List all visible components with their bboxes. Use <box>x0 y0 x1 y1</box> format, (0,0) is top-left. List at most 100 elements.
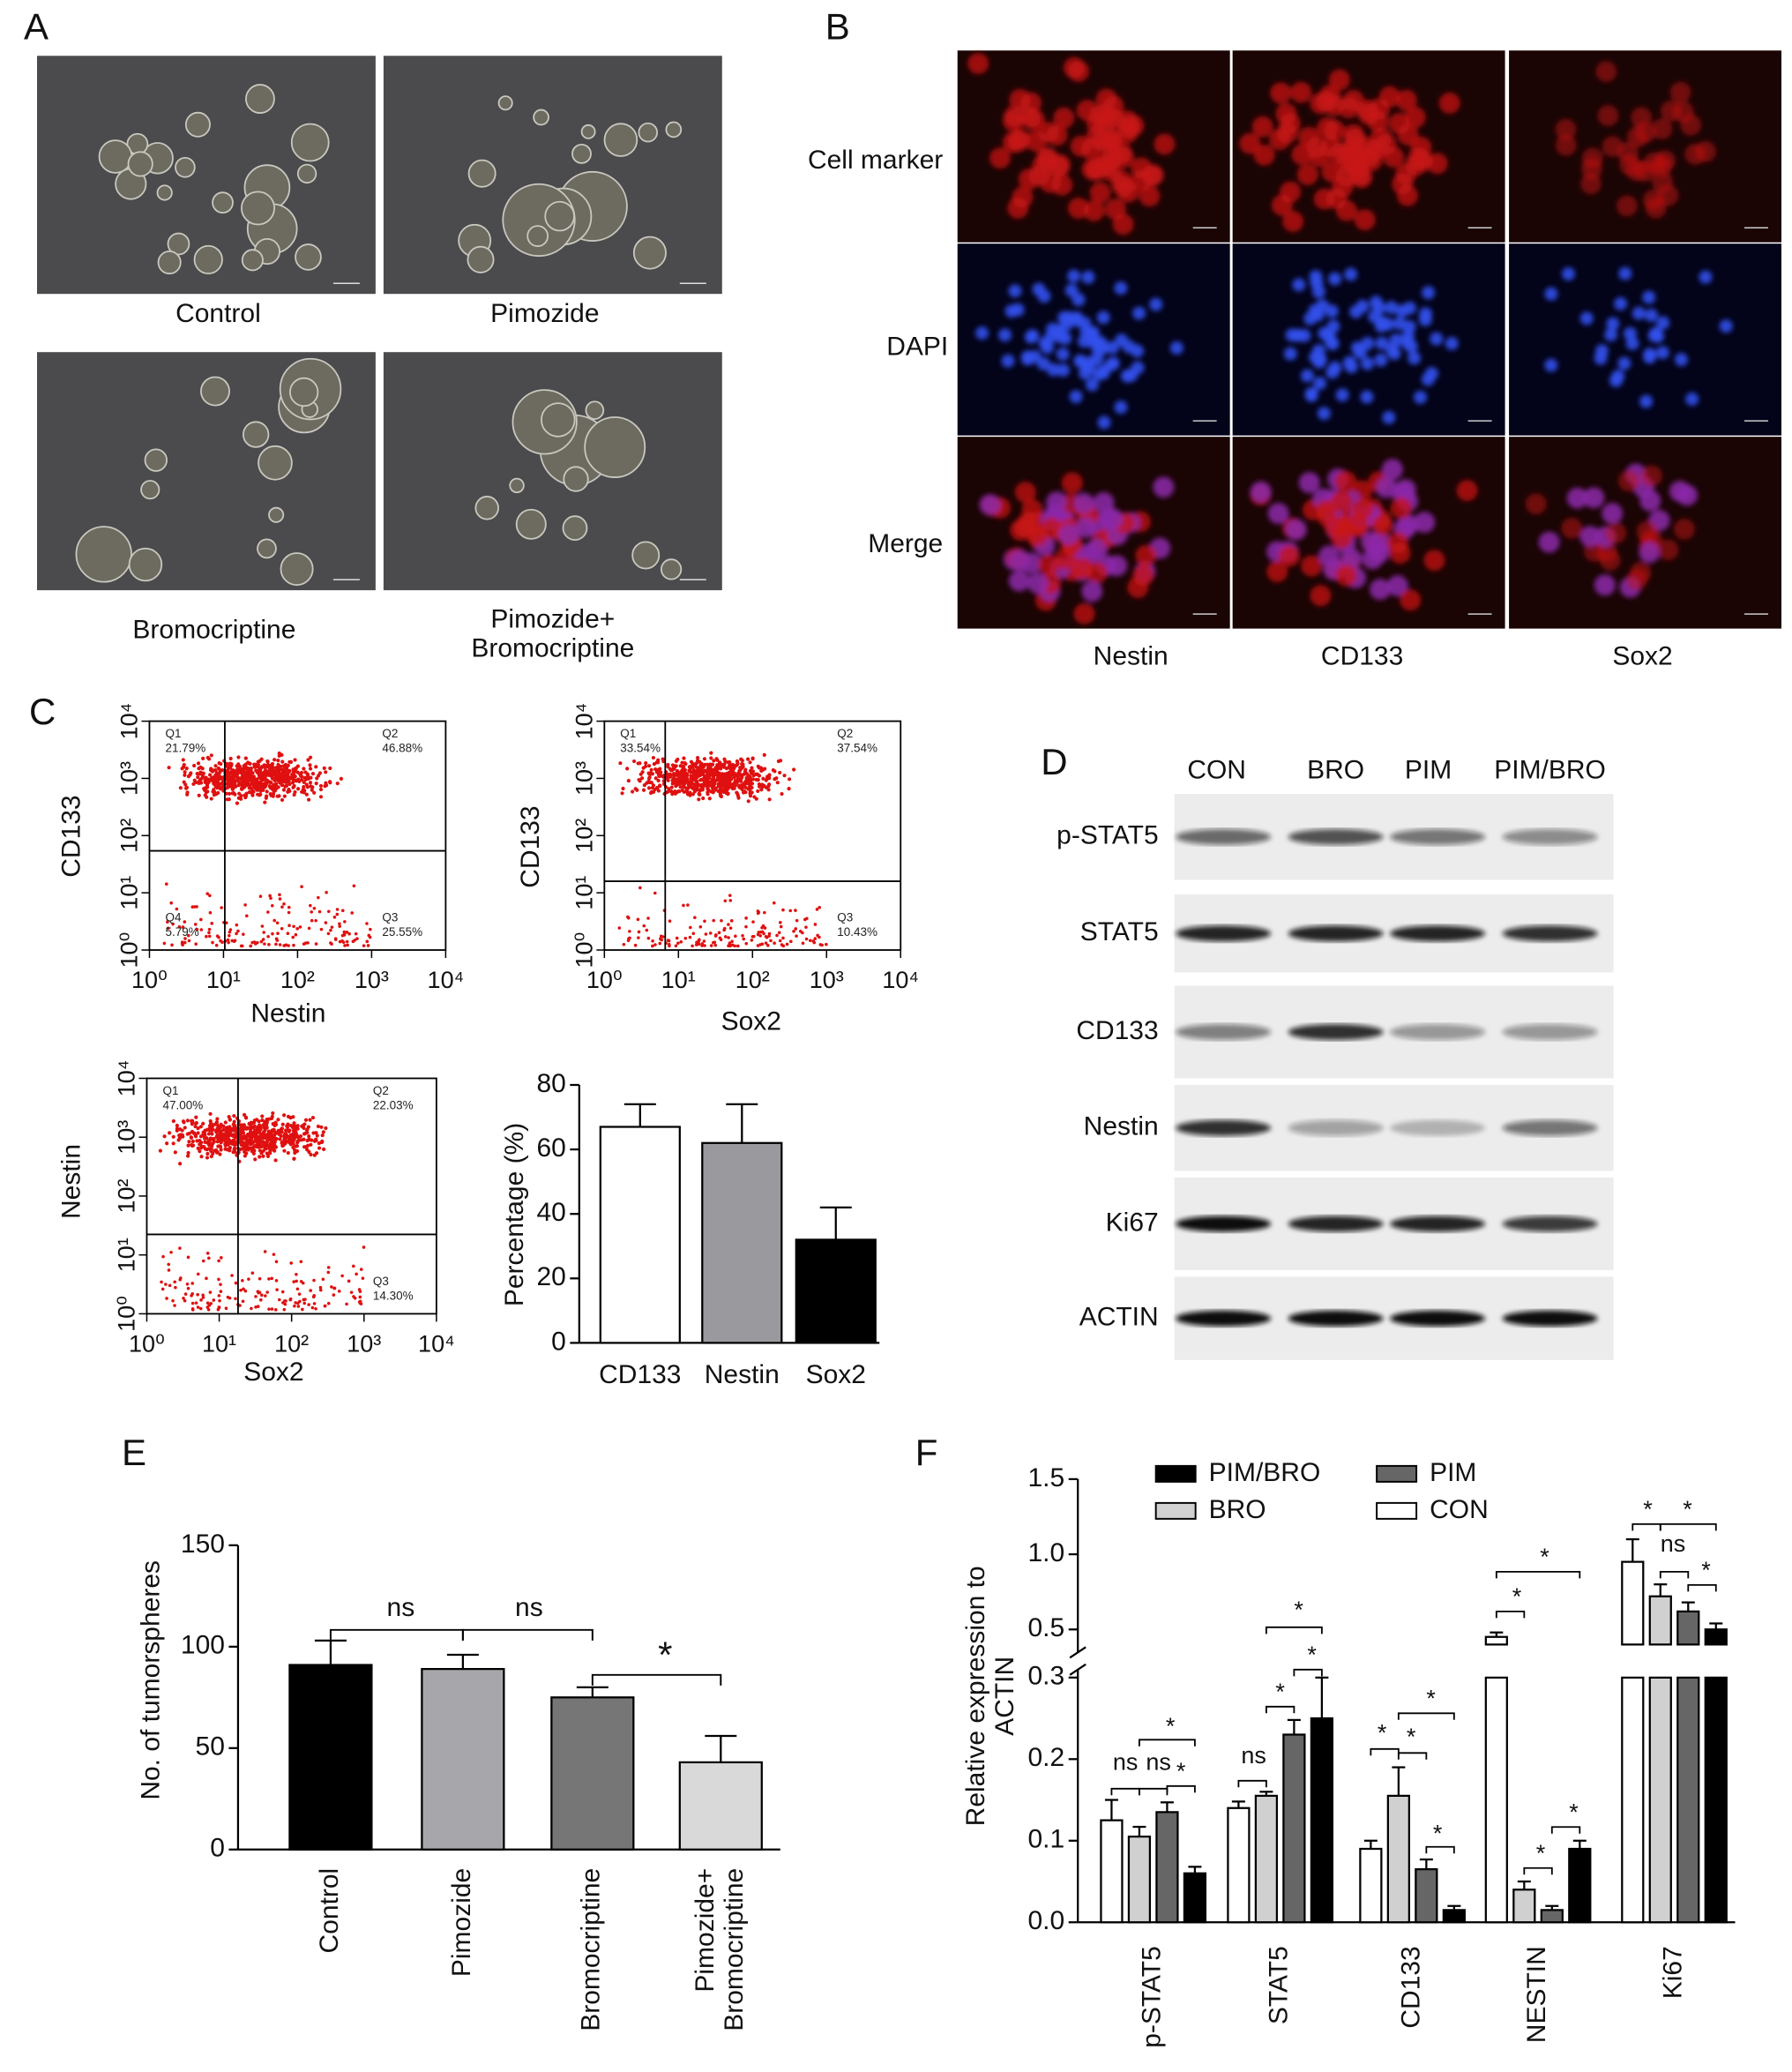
cell <box>1618 266 1632 281</box>
micrograph-caption: Pimozide <box>490 299 599 328</box>
cell <box>1251 116 1273 138</box>
cell <box>1300 369 1314 383</box>
significance-bracket <box>1293 1668 1323 1677</box>
event <box>715 763 720 767</box>
event <box>208 910 213 915</box>
event <box>306 758 310 762</box>
cell <box>1297 328 1311 342</box>
event <box>250 1131 255 1135</box>
event <box>691 792 695 797</box>
protein-label: p-STAT5 <box>1057 821 1159 850</box>
event <box>746 774 751 778</box>
significance-label: * <box>1433 1820 1443 1846</box>
fluorescence-image <box>1509 50 1782 243</box>
event <box>693 786 698 790</box>
bar <box>1227 1806 1251 1924</box>
event <box>180 767 184 771</box>
cell <box>1112 176 1134 198</box>
event <box>308 755 313 759</box>
cell <box>967 52 989 74</box>
sphere <box>268 506 285 523</box>
event <box>161 1254 165 1259</box>
event <box>267 784 272 789</box>
event <box>699 761 704 766</box>
sphere <box>184 111 211 138</box>
quadrant-name: Q2 <box>837 727 853 740</box>
event <box>332 1293 336 1297</box>
x-tick-label: CD133 <box>599 1360 681 1389</box>
event <box>183 770 187 774</box>
event <box>268 1149 273 1154</box>
band <box>1390 1216 1486 1232</box>
lane-label: PIM/BRO <box>1494 755 1606 784</box>
event <box>781 936 785 940</box>
event <box>684 787 689 791</box>
event <box>192 763 197 768</box>
sphere <box>603 123 638 157</box>
event <box>227 771 231 775</box>
event <box>760 785 765 789</box>
plot-frame <box>603 720 902 951</box>
event <box>271 783 276 788</box>
event <box>358 1295 362 1299</box>
event <box>733 782 737 786</box>
cell <box>1239 132 1261 154</box>
event <box>201 1259 205 1263</box>
event <box>236 929 240 933</box>
event <box>311 1131 316 1135</box>
quadrant-percentage: 14.30% <box>373 1289 414 1302</box>
cell <box>1400 336 1415 350</box>
event <box>267 1277 271 1281</box>
bands <box>1176 925 1598 942</box>
event <box>206 1132 212 1136</box>
event <box>332 1286 337 1290</box>
event <box>724 771 728 776</box>
cell <box>1719 319 1733 333</box>
event <box>656 778 661 783</box>
y-axis-label: Relative expression toACTIN <box>961 1566 1019 1826</box>
event <box>710 789 714 794</box>
cell <box>1425 366 1439 380</box>
band <box>1288 1024 1384 1040</box>
micrograph <box>36 352 376 591</box>
event <box>185 1154 190 1158</box>
cell <box>1639 394 1654 408</box>
significance-label: * <box>1536 1840 1546 1866</box>
event <box>805 916 809 921</box>
event <box>317 909 322 914</box>
sphere <box>515 508 547 540</box>
event <box>631 759 637 764</box>
event <box>276 1118 280 1122</box>
cell <box>1579 173 1602 195</box>
event <box>789 939 793 944</box>
event <box>259 1144 264 1149</box>
event <box>283 1133 287 1139</box>
sphere <box>258 445 293 481</box>
event <box>224 1306 228 1310</box>
y-axis-label: CD133 <box>516 805 545 887</box>
event <box>232 1119 236 1124</box>
cell <box>1445 336 1459 350</box>
sphere <box>241 249 264 272</box>
event <box>208 1118 213 1124</box>
x-tick-label: Pimozide <box>447 1868 476 1977</box>
quadrant-name: Q1 <box>162 1084 178 1097</box>
event <box>767 773 772 777</box>
event <box>661 757 665 761</box>
event <box>295 926 300 931</box>
significance-label: * <box>1275 1679 1285 1705</box>
event <box>354 931 358 936</box>
significance-label: * <box>658 1634 672 1675</box>
sphere <box>562 515 588 542</box>
event <box>735 759 740 764</box>
y-tick-label: 10¹ <box>114 1238 140 1272</box>
event <box>655 785 660 790</box>
event <box>718 782 722 786</box>
event <box>627 916 631 920</box>
event <box>299 770 304 775</box>
cell <box>1002 131 1024 153</box>
cell <box>1290 81 1312 103</box>
event <box>721 772 726 777</box>
bar <box>1254 1794 1279 1924</box>
event <box>703 774 707 779</box>
